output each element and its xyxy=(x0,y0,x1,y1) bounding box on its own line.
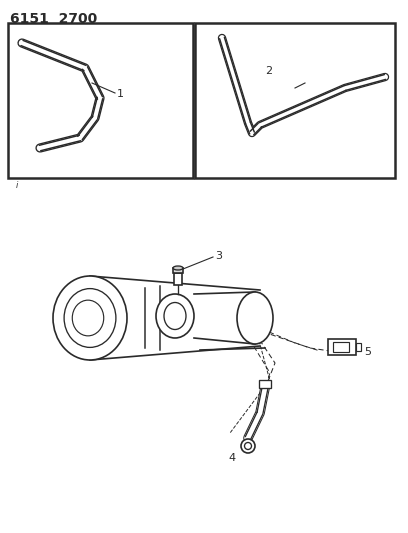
Bar xyxy=(195,23,395,178)
Bar xyxy=(8,23,193,178)
Bar xyxy=(333,342,349,352)
Text: 2: 2 xyxy=(265,66,272,76)
Text: 6151  2700: 6151 2700 xyxy=(10,12,97,26)
Ellipse shape xyxy=(237,292,273,344)
Ellipse shape xyxy=(241,439,255,453)
Ellipse shape xyxy=(244,442,251,449)
Ellipse shape xyxy=(64,288,116,348)
Bar xyxy=(259,380,271,388)
Text: i: i xyxy=(16,181,18,190)
Bar xyxy=(328,339,356,355)
Text: 1: 1 xyxy=(117,89,124,99)
Ellipse shape xyxy=(173,266,183,270)
Text: 4: 4 xyxy=(228,453,235,463)
Bar xyxy=(174,273,182,285)
Text: 3: 3 xyxy=(215,251,222,261)
Text: 5: 5 xyxy=(364,347,371,357)
Ellipse shape xyxy=(164,303,186,329)
Ellipse shape xyxy=(53,276,127,360)
Bar xyxy=(356,343,361,351)
Bar xyxy=(173,268,183,273)
Ellipse shape xyxy=(156,294,194,338)
Ellipse shape xyxy=(72,300,104,336)
